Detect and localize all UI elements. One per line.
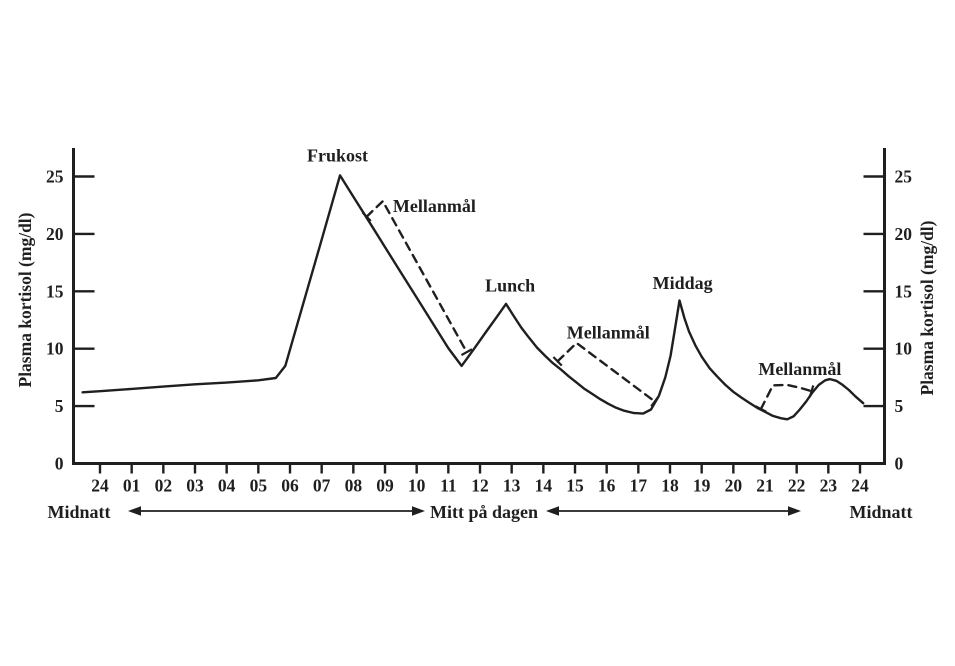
arrow-midnatt-to-midday-head-right xyxy=(412,506,425,516)
annotation-mellanm-l: Mellanmål xyxy=(393,196,476,216)
axes xyxy=(72,148,886,465)
x-tick-label: 09 xyxy=(376,476,394,496)
x-tick-label: 16 xyxy=(598,476,616,496)
x-tick-label: 13 xyxy=(503,476,521,496)
x-tick-label: 04 xyxy=(218,476,236,496)
x-tick-label: 12 xyxy=(471,476,489,496)
dashed-snack-curve-1 xyxy=(365,200,468,354)
arrow-midday-to-midnatt-head-right xyxy=(788,506,801,516)
annotation-mellanm-l: Mellanmål xyxy=(758,359,841,379)
branch-end-tick xyxy=(650,396,660,407)
y-tick-label-left: 0 xyxy=(55,454,64,474)
x-tick-label: 17 xyxy=(630,476,648,496)
annotation-mellanm-l: Mellanmål xyxy=(567,322,650,342)
branch-end-tick xyxy=(460,348,473,357)
x-tick-label: 03 xyxy=(186,476,204,496)
x-tick-label: 21 xyxy=(756,476,774,496)
y-axis-label-right: Plasma kortisol (mg/dl) xyxy=(917,220,937,395)
footer-mitt-pa-dagen: Mitt på dagen xyxy=(430,502,538,522)
x-tick-label: 08 xyxy=(345,476,363,496)
footer-midnatt-right: Midnatt xyxy=(850,502,913,522)
footer-midnatt-left: Midnatt xyxy=(48,502,111,522)
arrow-midnatt-to-midday-head-left xyxy=(128,506,141,516)
arrow-midday-to-midnatt-head-left xyxy=(546,506,559,516)
x-tick-label: 20 xyxy=(725,476,743,496)
branch-start-tick xyxy=(361,211,372,222)
dashed-snack-curve-2 xyxy=(556,341,656,403)
x-tick-label: 24 xyxy=(851,476,869,496)
x-tick-label: 19 xyxy=(693,476,711,496)
x-tick-label: 01 xyxy=(123,476,141,496)
branch-end-tick xyxy=(808,385,815,398)
y-tick-label-right: 20 xyxy=(895,224,913,244)
x-tick-label: 15 xyxy=(566,476,584,496)
dashed-snack-curve-3 xyxy=(759,383,813,411)
x-tick-label: 02 xyxy=(155,476,173,496)
x-tick-label: 14 xyxy=(535,476,553,496)
y-tick-label-right: 10 xyxy=(895,339,913,359)
branch-start-tick xyxy=(552,356,563,367)
annotation-frukost: Frukost xyxy=(307,146,368,166)
annotation-middag: Middag xyxy=(653,273,713,293)
x-tick-label: 24 xyxy=(91,476,109,496)
y-tick-label-left: 10 xyxy=(46,339,64,359)
x-tick-label: 07 xyxy=(313,476,331,496)
x-tick-label: 23 xyxy=(820,476,838,496)
y-tick-label-left: 25 xyxy=(46,167,64,187)
annotation-lunch: Lunch xyxy=(485,275,535,295)
x-tick-label: 10 xyxy=(408,476,426,496)
y-tick-label-right: 0 xyxy=(895,454,904,474)
y-axis-label-left: Plasma kortisol (mg/dl) xyxy=(15,212,35,387)
x-tick-label: 05 xyxy=(250,476,268,496)
x-tick-label: 18 xyxy=(661,476,679,496)
y-tick-label-right: 15 xyxy=(895,281,913,301)
y-tick-label-left: 20 xyxy=(46,224,64,244)
branch-start-tick xyxy=(755,405,767,413)
solid-cortisol-curve xyxy=(81,174,865,421)
x-tick-label: 22 xyxy=(788,476,806,496)
x-tick-label: 11 xyxy=(440,476,457,496)
y-tick-label-left: 15 xyxy=(46,281,64,301)
y-tick-label-right: 25 xyxy=(895,167,913,187)
y-tick-label-left: 5 xyxy=(55,396,64,416)
x-tick-label: 06 xyxy=(281,476,299,496)
y-tick-label-right: 5 xyxy=(895,396,904,416)
